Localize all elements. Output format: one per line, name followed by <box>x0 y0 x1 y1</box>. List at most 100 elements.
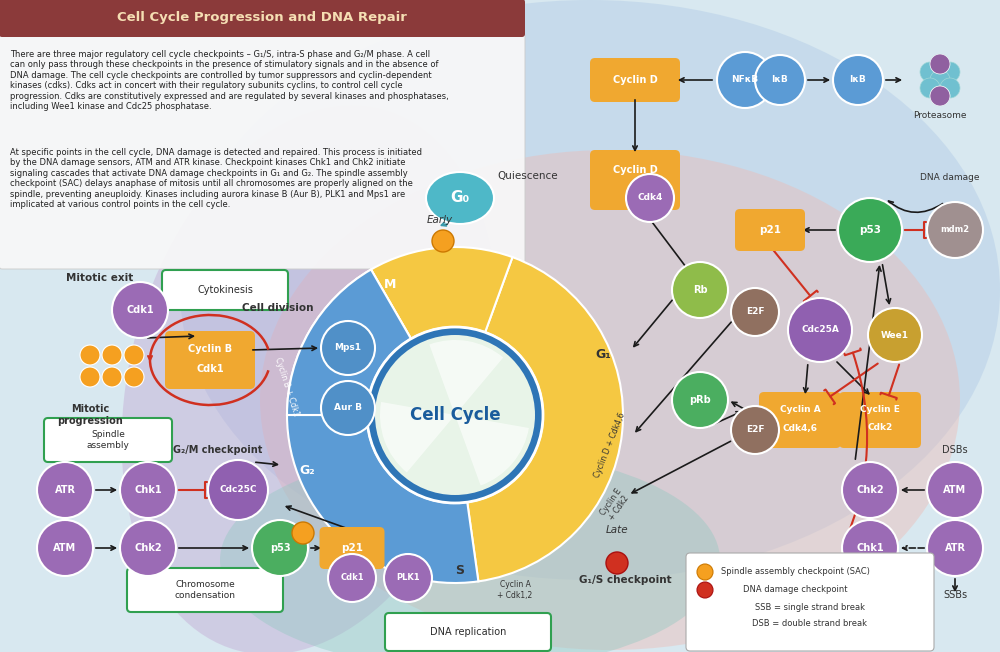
Wedge shape <box>371 247 512 339</box>
Text: Cdk1: Cdk1 <box>196 364 224 374</box>
Text: G₁: G₁ <box>595 349 611 361</box>
Circle shape <box>868 308 922 362</box>
Text: ATM: ATM <box>53 543 77 553</box>
Circle shape <box>940 62 960 82</box>
Ellipse shape <box>426 172 494 224</box>
Text: Aur B: Aur B <box>334 404 362 413</box>
Text: Cyclin E
+ Cdk2: Cyclin E + Cdk2 <box>598 487 632 523</box>
Text: DNA damage checkpoint: DNA damage checkpoint <box>743 585 847 595</box>
FancyBboxPatch shape <box>839 392 921 448</box>
Circle shape <box>930 86 950 106</box>
Text: G₂: G₂ <box>299 464 315 477</box>
Text: p21: p21 <box>341 543 363 553</box>
Circle shape <box>120 520 176 576</box>
Text: E2F: E2F <box>746 426 764 434</box>
Text: Cell Cycle: Cell Cycle <box>410 406 500 424</box>
Text: Late: Late <box>606 525 628 535</box>
Circle shape <box>731 406 779 454</box>
Circle shape <box>328 554 376 602</box>
Text: There are three major regulatory cell cycle checkpoints – G₁/S, intra-S phase an: There are three major regulatory cell cy… <box>10 50 449 111</box>
Ellipse shape <box>260 150 960 650</box>
Text: Cdk2: Cdk2 <box>867 424 893 432</box>
Circle shape <box>731 288 779 336</box>
Ellipse shape <box>220 450 720 652</box>
Circle shape <box>930 54 950 74</box>
Wedge shape <box>380 402 455 473</box>
FancyBboxPatch shape <box>127 568 283 612</box>
Text: DSBs: DSBs <box>942 445 968 455</box>
Wedge shape <box>429 340 503 415</box>
Text: Cyclin A: Cyclin A <box>780 406 820 415</box>
Circle shape <box>124 367 144 387</box>
Circle shape <box>842 462 898 518</box>
Circle shape <box>930 86 950 106</box>
Circle shape <box>927 462 983 518</box>
Text: mdm2: mdm2 <box>940 226 970 235</box>
Circle shape <box>930 54 950 74</box>
Circle shape <box>930 70 950 90</box>
Circle shape <box>755 55 805 105</box>
Circle shape <box>80 367 100 387</box>
Text: Proteasome: Proteasome <box>913 110 967 119</box>
Text: Early: Early <box>427 215 453 225</box>
FancyBboxPatch shape <box>162 270 288 310</box>
FancyBboxPatch shape <box>0 0 525 37</box>
Circle shape <box>697 582 713 598</box>
Wedge shape <box>467 257 623 582</box>
Circle shape <box>626 174 674 222</box>
Text: Cdk4: Cdk4 <box>637 194 663 203</box>
FancyBboxPatch shape <box>686 553 934 651</box>
Wedge shape <box>287 269 411 415</box>
Text: NFκB: NFκB <box>731 76 759 85</box>
Circle shape <box>788 298 852 362</box>
Circle shape <box>838 198 902 262</box>
Circle shape <box>672 372 728 428</box>
Circle shape <box>120 462 176 518</box>
Text: IκB: IκB <box>772 76 788 85</box>
Circle shape <box>697 564 713 580</box>
Text: Cdk4,6: Cdk4,6 <box>782 424 818 432</box>
Circle shape <box>80 345 100 365</box>
Circle shape <box>208 460 268 520</box>
Circle shape <box>927 520 983 576</box>
Text: p21: p21 <box>759 225 781 235</box>
Circle shape <box>842 520 898 576</box>
Text: SSBs: SSBs <box>943 590 967 600</box>
Text: Wee1: Wee1 <box>881 331 909 340</box>
Circle shape <box>37 520 93 576</box>
Ellipse shape <box>122 106 498 652</box>
FancyBboxPatch shape <box>385 613 551 651</box>
Wedge shape <box>455 415 529 486</box>
Text: ATR: ATR <box>944 543 966 553</box>
FancyBboxPatch shape <box>44 418 172 462</box>
Text: Mps1: Mps1 <box>334 344 362 353</box>
Circle shape <box>321 381 375 435</box>
Text: M: M <box>384 278 396 291</box>
Text: G₂/M checkpoint: G₂/M checkpoint <box>173 445 263 455</box>
Text: Cyclin D: Cyclin D <box>613 165 657 175</box>
Text: p53: p53 <box>270 543 290 553</box>
Text: Cell Cycle Progression and DNA Repair: Cell Cycle Progression and DNA Repair <box>117 12 407 25</box>
Text: Cyclin E: Cyclin E <box>860 406 900 415</box>
FancyBboxPatch shape <box>590 150 680 210</box>
Text: DNA replication: DNA replication <box>430 627 506 637</box>
FancyBboxPatch shape <box>165 331 255 389</box>
Text: Quiescence: Quiescence <box>498 171 558 181</box>
Text: ATM: ATM <box>943 485 967 495</box>
Circle shape <box>717 52 773 108</box>
Circle shape <box>102 345 122 365</box>
Text: Cdc25A: Cdc25A <box>801 325 839 334</box>
Text: Chromosome
condensation: Chromosome condensation <box>175 580 236 600</box>
Circle shape <box>102 367 122 387</box>
Text: ATR: ATR <box>54 485 76 495</box>
Text: Cdc25C: Cdc25C <box>219 486 257 494</box>
Circle shape <box>432 230 454 252</box>
Text: Chk1: Chk1 <box>134 485 162 495</box>
Text: PLK1: PLK1 <box>396 574 420 582</box>
Text: Cdk1: Cdk1 <box>126 305 154 315</box>
Circle shape <box>940 78 960 98</box>
Circle shape <box>112 282 168 338</box>
Text: IκB: IκB <box>850 76 866 85</box>
Circle shape <box>367 327 543 503</box>
Ellipse shape <box>180 0 1000 580</box>
